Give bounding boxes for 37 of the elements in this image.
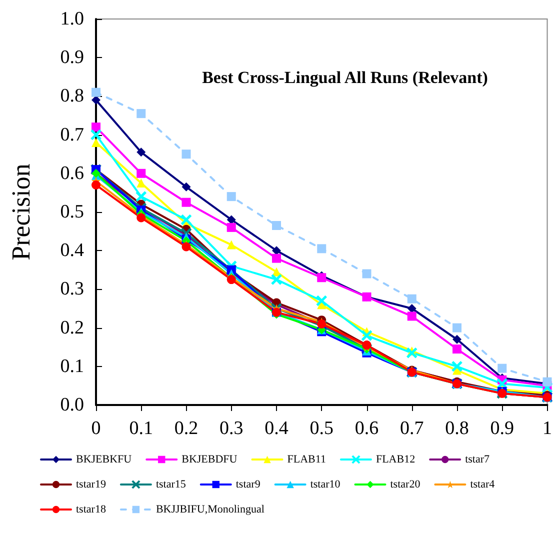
- x-tick-label: 0.5: [310, 418, 334, 439]
- x-tick-label: 0.6: [354, 418, 379, 439]
- y-tick-label: 0.1: [60, 356, 84, 377]
- x-tick-label: 0.8: [445, 418, 469, 439]
- x-tick-label: 0.3: [220, 418, 244, 439]
- legend-label: tstar20: [390, 478, 421, 490]
- legend-label: tstar19: [76, 478, 106, 490]
- y-axis-title: Precision: [6, 164, 36, 260]
- y-tick-label: 0.0: [60, 394, 84, 416]
- y-tick-label: 0.5: [60, 202, 84, 222]
- x-tick-label: 0.1: [129, 418, 153, 439]
- x-tick-label: 0.4: [264, 418, 289, 439]
- x-tick-label: 1: [542, 418, 552, 439]
- y-tick-label: 0.6: [60, 162, 84, 184]
- y-tick-label: 0.9: [60, 47, 84, 68]
- y-tick-label: 0.7: [60, 124, 84, 146]
- legend-label: BKJEBKFU: [76, 454, 132, 466]
- legend-label: tstar10: [310, 478, 341, 490]
- legend-label: FLAB11: [287, 454, 326, 466]
- x-tick-label: 0.2: [174, 418, 198, 439]
- legend-label: tstar9: [236, 478, 261, 490]
- legend-label: tstar4: [470, 478, 496, 490]
- text: Best Cross-Lingual All Runs (Relevant): [202, 68, 488, 87]
- legend-label: tstar15: [156, 478, 186, 490]
- y-tick-label: 0.3: [60, 278, 84, 300]
- legend-label: tstar18: [76, 504, 106, 516]
- legend-label: tstar7: [465, 454, 490, 466]
- x-tick-label: 0.9: [490, 418, 514, 439]
- y-tick-label: 0.8: [60, 86, 84, 107]
- y-tick-label: 0.2: [60, 317, 84, 338]
- x-tick-label: 0: [91, 418, 101, 439]
- legend-label: FLAB12: [376, 454, 416, 466]
- x-tick-label: 0.7: [400, 418, 424, 439]
- legend-label: BKJEBDFU: [182, 454, 238, 466]
- y-tick-label: 1.0: [60, 8, 84, 30]
- legend-label: BKJJBIFU,Monolingual: [156, 504, 264, 516]
- y-tick-label: 0.4: [60, 240, 84, 262]
